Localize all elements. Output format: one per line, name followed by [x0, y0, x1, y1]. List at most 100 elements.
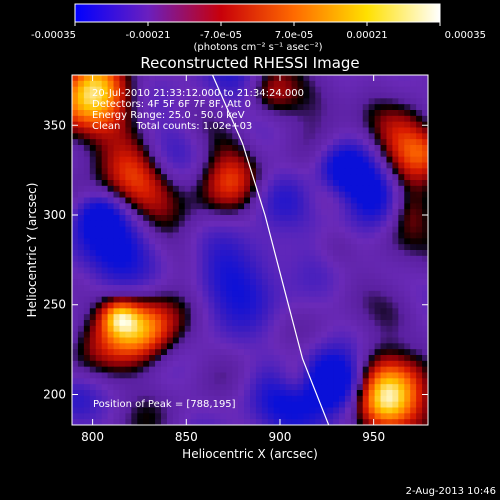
heatmap-cell: [196, 139, 203, 146]
heatmap-cell: [362, 121, 370, 128]
heatmap-cell: [214, 174, 221, 181]
heatmap-cell: [344, 244, 352, 251]
heatmap-cell: [161, 127, 168, 134]
heatmap-cell: [172, 180, 180, 187]
heatmap-cell: [279, 203, 286, 210]
heatmap-cell: [297, 390, 304, 397]
heatmap-cell: [410, 174, 417, 181]
heatmap-cell: [273, 162, 281, 169]
heatmap-cell: [178, 238, 186, 245]
heatmap-cell: [149, 407, 156, 414]
heatmap-cell: [297, 360, 304, 368]
heatmap-cell: [339, 121, 346, 128]
heatmap-cell: [327, 355, 334, 362]
heatmap-cell: [155, 75, 162, 82]
heatmap-cell: [416, 285, 423, 292]
heatmap-cell: [77, 185, 85, 193]
x-tick-label: 800: [81, 430, 104, 444]
heatmap-cell: [119, 290, 126, 298]
heatmap-cell: [220, 372, 227, 379]
heatmap-cell: [380, 395, 387, 403]
heatmap-cell: [244, 127, 251, 134]
heatmap-cell: [202, 360, 209, 368]
heatmap-cell: [125, 355, 132, 362]
heatmap-cell: [291, 296, 298, 303]
heatmap-cell: [356, 238, 364, 245]
heatmap-cell: [232, 197, 239, 204]
heatmap-cell: [202, 203, 209, 210]
heatmap-cell: [244, 296, 251, 303]
heatmap-cell: [315, 360, 322, 368]
heatmap-cell: [161, 92, 168, 99]
heatmap-cell: [95, 285, 103, 292]
heatmap-cell: [184, 174, 192, 181]
heatmap-cell: [374, 360, 381, 368]
heatmap-cell: [261, 355, 269, 362]
heatmap-cell: [422, 419, 428, 425]
heatmap-cell: [190, 320, 197, 327]
heatmap-cell: [327, 191, 334, 198]
heatmap-cell: [125, 215, 132, 222]
heatmap-cell: [362, 180, 370, 187]
heatmap-cell: [356, 174, 364, 181]
heatmap-cell: [77, 168, 85, 175]
heatmap-cell: [410, 302, 417, 309]
heatmap-cell: [214, 98, 221, 105]
heatmap-cell: [339, 209, 346, 216]
heatmap-cell: [398, 366, 405, 373]
heatmap-cell: [244, 372, 251, 379]
heatmap-cell: [89, 86, 97, 93]
heatmap-cell: [226, 86, 233, 93]
heatmap-cell: [202, 98, 209, 105]
heatmap-cell: [250, 378, 257, 385]
heatmap-cell: [161, 308, 168, 315]
heatmap-cell: [101, 75, 108, 82]
heatmap-cell: [309, 244, 316, 251]
heatmap-cell: [309, 145, 316, 152]
heatmap-cell: [161, 407, 168, 414]
heatmap-cell: [143, 255, 150, 263]
heatmap-cell: [113, 407, 120, 414]
heatmap-cell: [166, 191, 174, 198]
heatmap-cell: [131, 255, 138, 263]
heatmap-cell: [303, 343, 310, 350]
heatmap-cell: [422, 80, 428, 88]
heatmap-cell: [291, 349, 298, 356]
heatmap-cell: [374, 337, 381, 344]
heatmap-cell: [327, 320, 334, 327]
heatmap-cell: [232, 390, 239, 397]
heatmap-cell: [327, 121, 334, 128]
heatmap-cell: [190, 366, 197, 373]
heatmap-cell: [327, 156, 334, 163]
heatmap-cell: [356, 127, 364, 134]
heatmap-cell: [178, 185, 186, 193]
heatmap-cell: [214, 185, 221, 193]
heatmap-cell: [77, 250, 85, 257]
heatmap-cell: [350, 180, 358, 187]
heatmap-cell: [356, 325, 364, 333]
heatmap-cell: [83, 145, 91, 152]
heatmap-cell: [232, 419, 239, 425]
heatmap-cell: [131, 104, 138, 111]
heatmap-cell: [333, 366, 340, 373]
heatmap-cell: [267, 255, 275, 263]
heatmap-cell: [392, 232, 399, 239]
heatmap-cell: [77, 180, 85, 187]
heatmap-cell: [83, 261, 91, 268]
heatmap-cell: [166, 86, 174, 93]
heatmap-cell: [119, 320, 126, 327]
heatmap-cell: [149, 302, 156, 309]
heatmap-cell: [143, 372, 150, 379]
heatmap-cell: [131, 273, 138, 280]
heatmap-cell: [273, 92, 281, 99]
heatmap-cell: [131, 395, 138, 403]
heatmap-cell: [267, 349, 275, 356]
heatmap-cell: [416, 250, 423, 257]
heatmap-cell: [422, 110, 428, 117]
heatmap-cell: [83, 162, 91, 169]
heatmap-cell: [398, 98, 405, 105]
heatmap-cell: [161, 296, 168, 303]
heatmap-cell: [178, 226, 186, 233]
heatmap-cell: [72, 232, 79, 239]
heatmap-cell: [220, 150, 227, 158]
